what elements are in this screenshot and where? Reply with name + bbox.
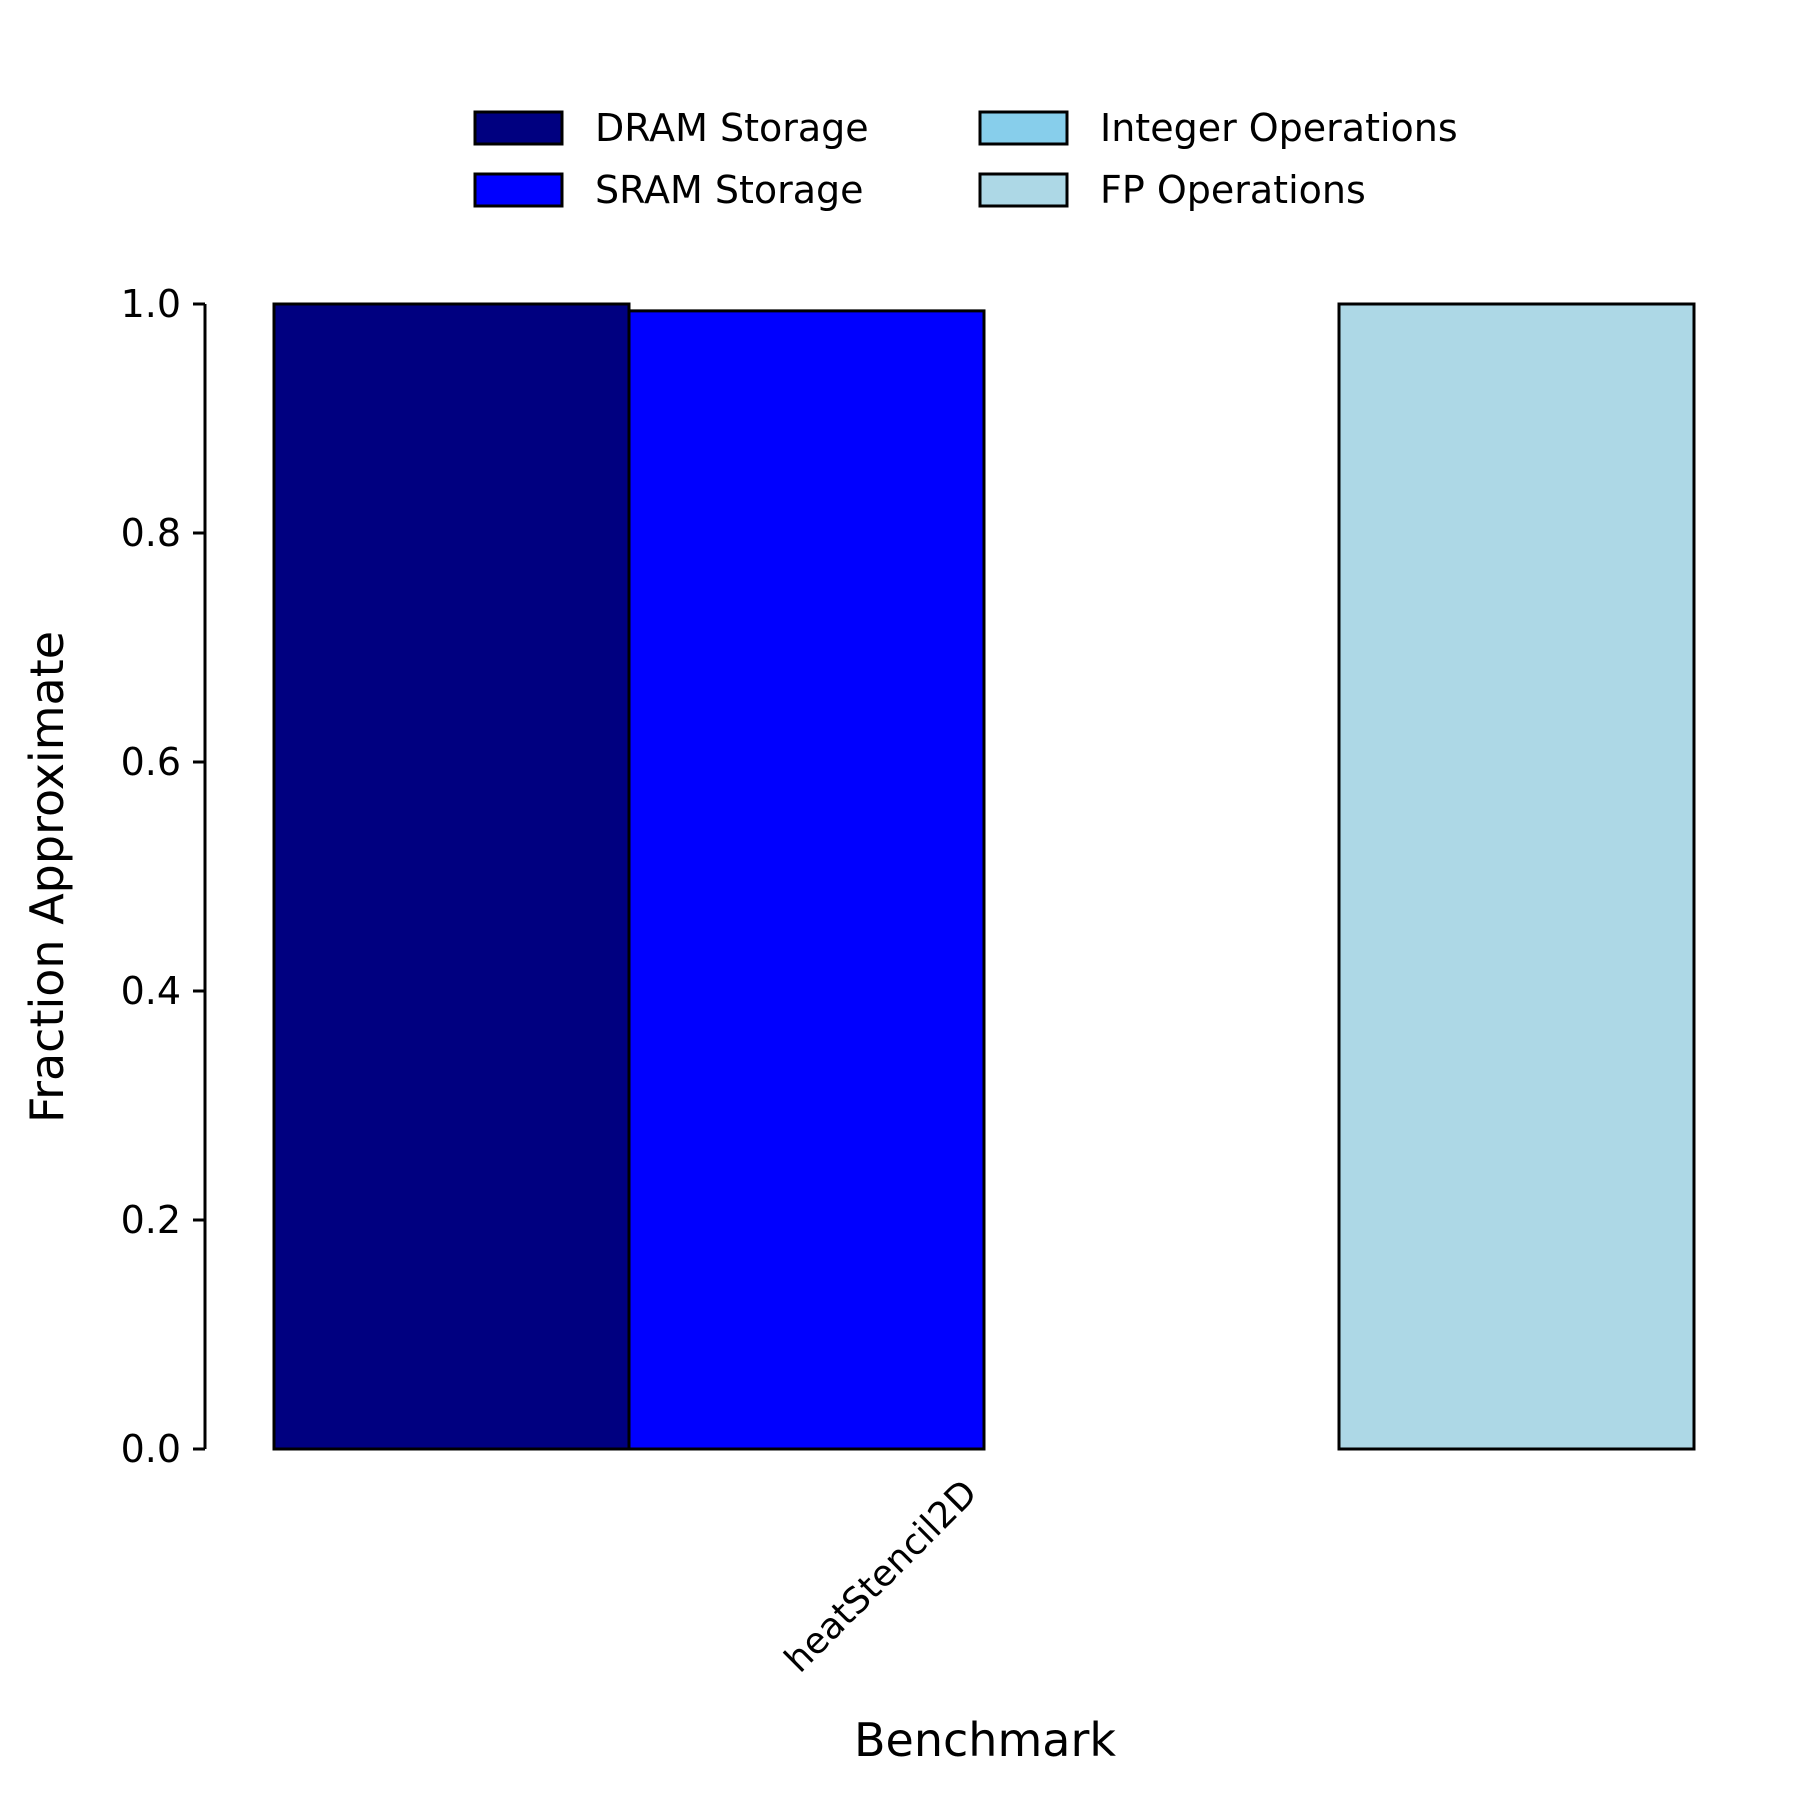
legend-label: Integer Operations (1100, 106, 1458, 150)
bars (272, 302, 1696, 1451)
legend-swatch (978, 110, 1069, 146)
legend-swatch (978, 172, 1069, 208)
bar-fp-operations (1337, 302, 1696, 1451)
x-axis: heatStencil2D (777, 1472, 985, 1680)
y-tick-label: 0.6 (121, 740, 181, 784)
legend: DRAM Storage SRAM Storage Integer Operatio… (473, 106, 1458, 212)
bar-sram-storage (627, 309, 986, 1451)
legend-label: FP Operations (1100, 168, 1366, 212)
x-axis-label: Benchmark (854, 1713, 1116, 1767)
legend-swatch (473, 172, 564, 208)
y-axis: 0.0 0.2 0.4 0.6 0.8 1.0 (121, 282, 207, 1471)
x-tick-label: heatStencil2D (777, 1472, 985, 1680)
y-axis-label: Fraction Approximate (20, 631, 74, 1123)
y-tick-label: 0.4 (121, 969, 181, 1013)
legend-label: DRAM Storage (595, 106, 869, 150)
y-tick-label: 0.8 (121, 511, 181, 555)
legend-label: SRAM Storage (595, 168, 864, 212)
y-tick-label: 1.0 (121, 282, 181, 326)
y-tick-label: 0.0 (121, 1427, 181, 1471)
bar-dram-storage (272, 302, 631, 1451)
legend-swatch (473, 110, 564, 146)
y-tick-label: 0.2 (121, 1198, 181, 1242)
